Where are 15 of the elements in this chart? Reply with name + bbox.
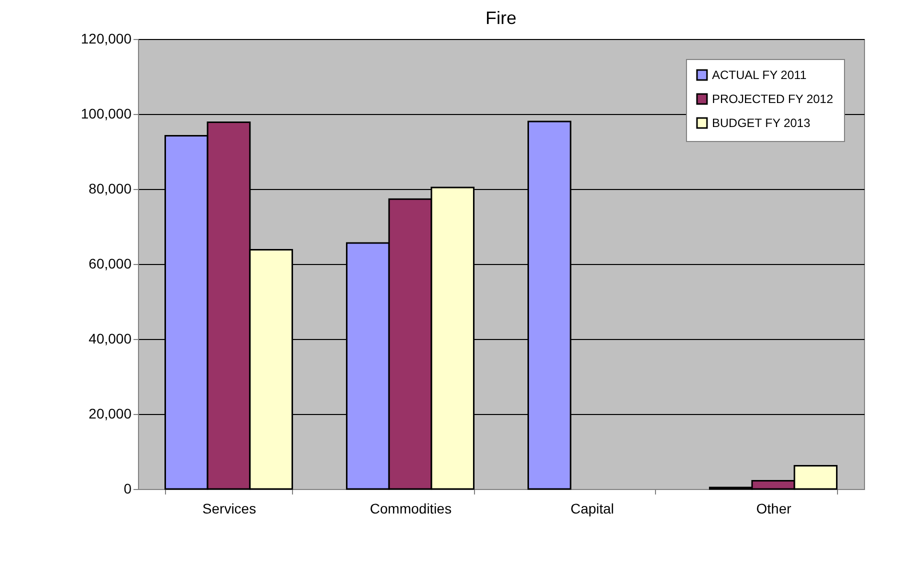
- y-tick-label: 100,000: [80, 106, 132, 122]
- y-tick-label: 80,000: [88, 180, 132, 196]
- y-tick-label: 120,000: [80, 30, 132, 46]
- x-tick-label: Capital: [570, 500, 614, 516]
- legend-label: PROJECTED FY 2012: [712, 92, 834, 106]
- legend-label: BUDGET FY 2013: [712, 116, 811, 130]
- y-tick-label: 20,000: [88, 406, 132, 422]
- x-tick-label: Commodities: [370, 500, 452, 516]
- y-tick-label: 40,000: [88, 330, 132, 346]
- y-tick-label: 60,000: [88, 256, 132, 272]
- x-tick-label: Other: [756, 500, 792, 516]
- x-tick-label: Services: [202, 500, 256, 516]
- chart-title: Fire: [486, 8, 516, 28]
- legend-label: ACTUAL FY 2011: [712, 68, 807, 82]
- y-tick-label: 0: [124, 480, 132, 496]
